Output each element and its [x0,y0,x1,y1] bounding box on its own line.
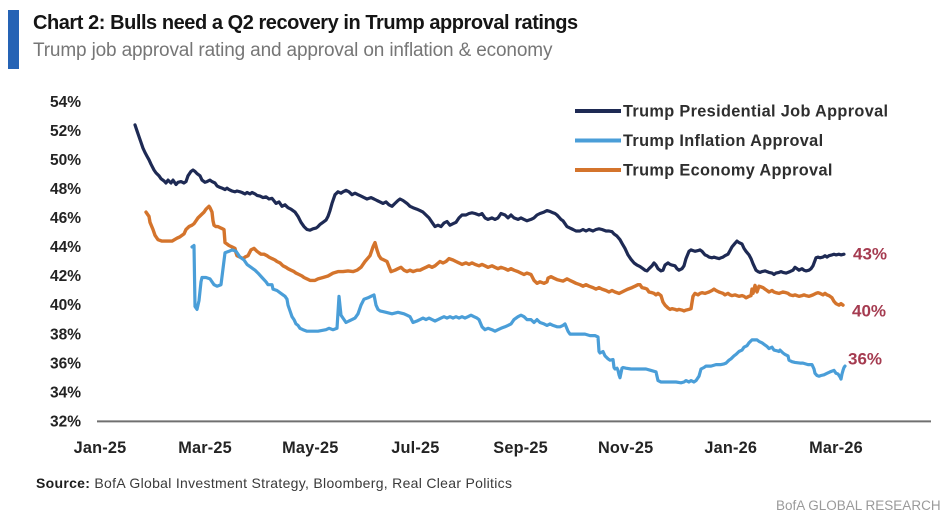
svg-text:48%: 48% [50,181,81,198]
svg-text:36%: 36% [848,350,882,369]
svg-text:42%: 42% [50,268,81,285]
svg-text:Mar-26: Mar-26 [809,439,863,457]
svg-text:40%: 40% [852,302,886,321]
svg-text:50%: 50% [50,152,81,169]
svg-text:Trump Presidential Job Approva: Trump Presidential Job Approval [623,103,888,121]
svg-text:44%: 44% [50,239,81,256]
svg-text:38%: 38% [50,326,81,343]
svg-text:Trump Economy Approval: Trump Economy Approval [623,162,833,180]
svg-text:Jan-26: Jan-26 [704,439,757,457]
svg-text:Jul-25: Jul-25 [391,439,439,457]
svg-text:Trump Inflation Approval: Trump Inflation Approval [623,132,823,150]
svg-text:36%: 36% [50,355,81,372]
svg-text:40%: 40% [50,297,81,314]
svg-text:52%: 52% [50,123,81,140]
svg-text:34%: 34% [50,384,81,401]
svg-text:Nov-25: Nov-25 [598,439,654,457]
svg-text:32%: 32% [50,413,81,430]
svg-text:54%: 54% [50,94,81,111]
svg-text:Sep-25: Sep-25 [493,439,548,457]
svg-text:Mar-25: Mar-25 [178,439,232,457]
svg-text:43%: 43% [853,245,887,264]
svg-text:46%: 46% [50,210,81,227]
svg-text:Jan-25: Jan-25 [74,439,127,457]
svg-text:May-25: May-25 [282,439,338,457]
